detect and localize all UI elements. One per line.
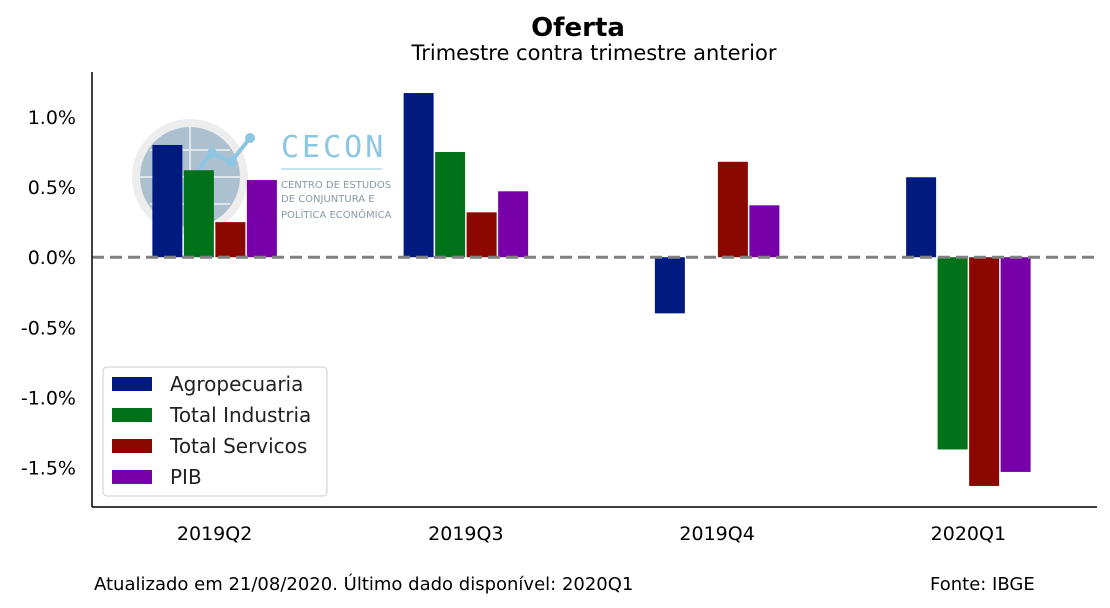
bar-agropecuaria-2019q2: [152, 144, 183, 258]
logo-line-1: CENTRO DE ESTUDOS: [281, 180, 391, 191]
bars-group: [152, 93, 1031, 486]
bar-agropecuaria-2020q1: [906, 177, 937, 258]
bar-total-industria-2019q2: [183, 170, 214, 258]
legend: Agropecuaria Total Industria Total Servico…: [102, 366, 328, 497]
y-tick-label: 0.0%: [28, 247, 76, 269]
legend-label: Agropecuaria: [170, 372, 303, 396]
legend-swatch-total-servicos: [112, 439, 152, 453]
logo-line-3: POLÍTICA ECONÔMICA: [281, 208, 392, 221]
x-tick-label: 2019Q4: [679, 523, 754, 545]
y-tick-label: -1.5%: [21, 458, 76, 480]
bar-total-servicos-2019q3: [466, 212, 497, 258]
x-tick-label: 2019Q2: [177, 523, 252, 545]
logo-line-2: DE CONJUNTURA E: [281, 194, 375, 205]
bar-pib-2019q3: [498, 191, 529, 258]
footer-updated: Atualizado em 21/08/2020. Último dado di…: [94, 573, 633, 595]
bar-agropecuaria-2019q3: [403, 93, 434, 258]
x-tick-label: 2019Q3: [428, 523, 503, 545]
bar-pib-2020q1: [1000, 257, 1031, 472]
legend-label: Total Servicos: [169, 434, 307, 458]
y-tick-label: -1.0%: [21, 388, 76, 410]
y-axis-ticks: 1.0% 0.5% 0.0% -0.5% -1.0% -1.5%: [21, 107, 76, 480]
logo-name: CECON: [281, 130, 386, 165]
y-tick-label: 0.5%: [28, 177, 76, 199]
legend-swatch-pib: [112, 470, 152, 484]
legend-label: PIB: [170, 465, 202, 489]
legend-swatch-agropecuaria: [112, 377, 152, 391]
bar-total-servicos-2020q1: [969, 257, 1000, 486]
bar-pib-2019q2: [246, 180, 277, 258]
legend-box: [102, 366, 328, 497]
chart-title: Oferta: [531, 13, 625, 43]
y-tick-label: -0.5%: [21, 317, 76, 339]
x-tick-label: 2020Q1: [931, 523, 1006, 545]
footer-source: Fonte: IBGE: [930, 574, 1035, 595]
bar-agropecuaria-2019q4: [654, 257, 685, 314]
legend-label: Total Industria: [169, 403, 311, 427]
x-axis-ticks: 2019Q2 2019Q3 2019Q4 2020Q1: [177, 523, 1006, 545]
bar-total-industria-2019q3: [435, 151, 466, 258]
legend-swatch-total-industria: [112, 408, 152, 422]
axes-group: [91, 72, 1097, 508]
bar-total-servicos-2019q2: [215, 222, 246, 258]
bar-total-servicos-2019q4: [717, 161, 748, 258]
bar-total-industria-2020q1: [937, 257, 968, 450]
bar-pib-2019q4: [749, 205, 780, 258]
y-tick-label: 1.0%: [28, 107, 76, 129]
chart-subtitle: Trimestre contra trimestre anterior: [411, 41, 777, 65]
